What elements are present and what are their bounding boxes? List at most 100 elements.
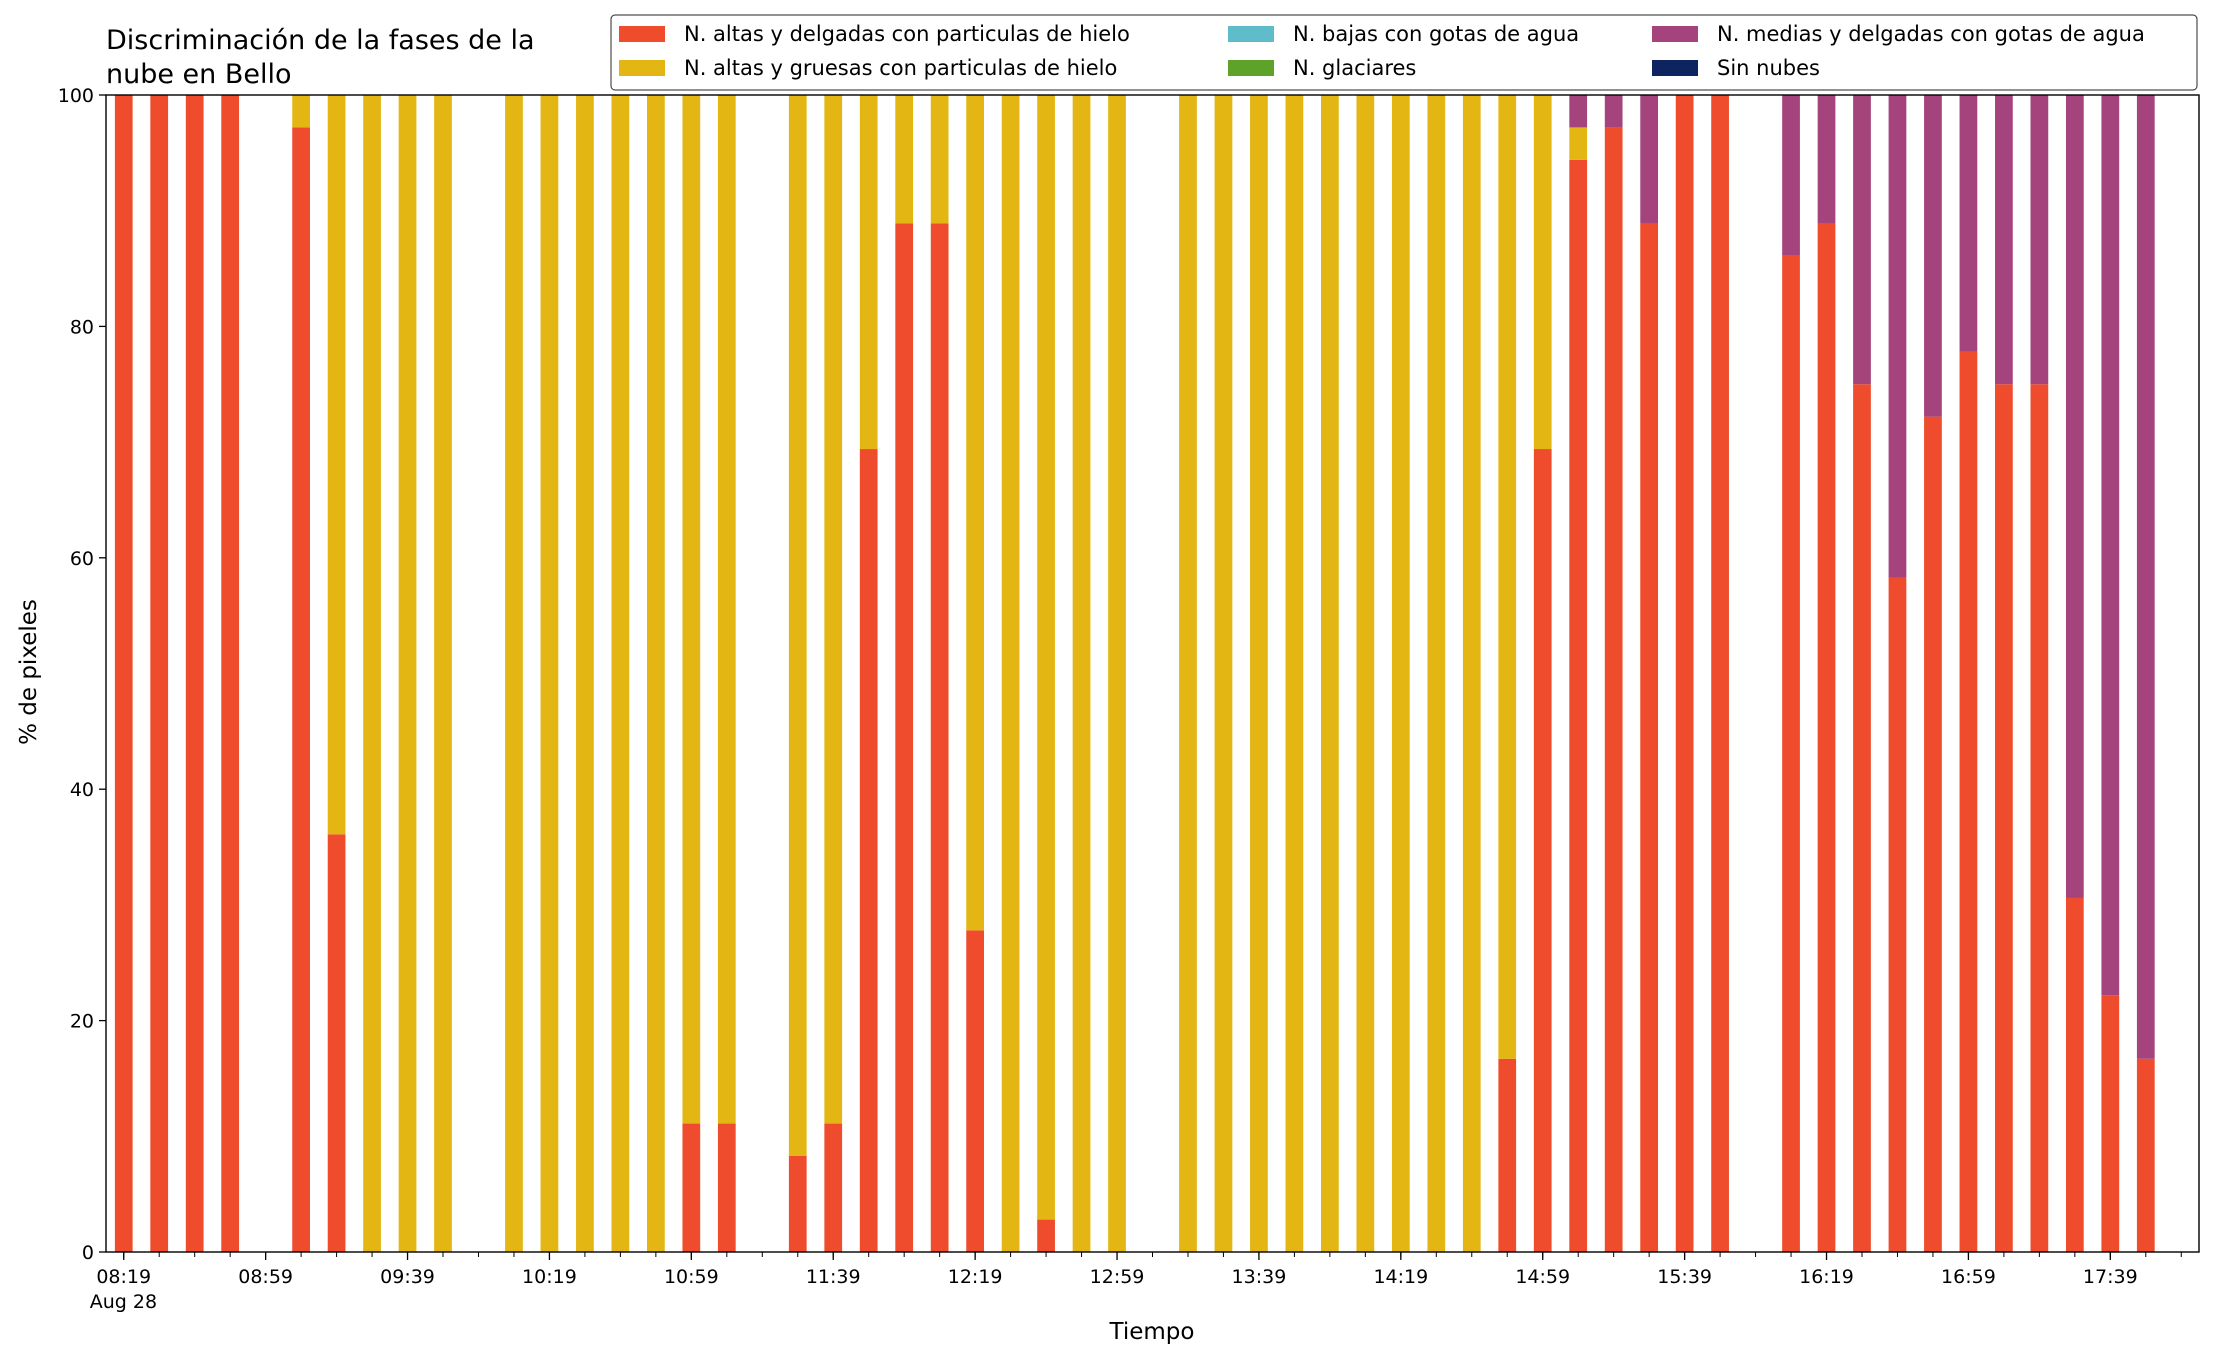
bar-segment [2030, 95, 2049, 385]
bar-segment [1214, 95, 1233, 1252]
bar-segment [150, 95, 169, 1252]
bar-segment [682, 95, 701, 1124]
bar-segment [646, 95, 665, 1252]
axes-layer: 0 20 40 60 80 100 08:19 Aug 28 08:59 09:39 10:19 10… [58, 85, 2200, 1313]
bar-segment [1817, 223, 1836, 1253]
bar-segment [1037, 95, 1055, 1220]
x-tick-label: 13:39 [1232, 1266, 1287, 1288]
bar-segment [2136, 1058, 2155, 1252]
bar-segment [966, 930, 984, 1252]
bar-segment [1321, 95, 1339, 1252]
bar-segment [1179, 95, 1197, 1252]
bar-segment [717, 95, 736, 1124]
bar-segment [1888, 577, 1907, 1252]
bar-segment [1498, 95, 1517, 1059]
bar-segment [2030, 384, 2049, 1252]
y-tick-label: 100 [58, 85, 94, 107]
bar-segment [327, 95, 346, 835]
x-tick-label: 10:19 [522, 1266, 577, 1288]
legend-swatch [1228, 60, 1274, 76]
bar-segment [1995, 95, 2013, 385]
x-tick-label: 08:59 [238, 1266, 293, 1288]
legend-label: N. glaciares [1293, 56, 1416, 80]
y-tick-label: 40 [70, 779, 94, 801]
bar-segment [434, 95, 452, 1252]
bar-segment [1604, 127, 1623, 1252]
bar-segment [1533, 449, 1552, 1252]
x-tick-label: 16:19 [1799, 1266, 1854, 1288]
bar-segment [1533, 95, 1552, 450]
legend-swatch [1652, 26, 1698, 42]
bar-segment [1250, 95, 1268, 1252]
bar-segment [1356, 95, 1375, 1252]
x-tick-label: 15:39 [1657, 1266, 1712, 1288]
bar-segment [1569, 95, 1588, 128]
bar-segment [611, 95, 630, 1252]
legend: N. altas y delgadas con particulas de hi… [610, 14, 2198, 91]
bar-segment [788, 95, 807, 1156]
x-tick-label: 08:19 [96, 1266, 151, 1288]
legend-label: N. medias y delgadas con gotas de agua [1717, 22, 2145, 46]
x-axis-label: Tiempo [1109, 1319, 1195, 1345]
bar-segment [1959, 351, 1978, 1253]
x-tick-sublabel: Aug 28 [90, 1291, 157, 1313]
x-tick-label: 10:59 [664, 1266, 719, 1288]
bar-segment [1640, 95, 1659, 224]
bar-segment [682, 1123, 701, 1252]
x-tick-label: 14:19 [1373, 1266, 1428, 1288]
bar-segment [1001, 95, 1020, 1252]
legend-label: Sin nubes [1717, 56, 1820, 80]
y-tick-label: 0 [82, 1242, 94, 1264]
bar-segment [1924, 95, 1942, 417]
bar-segment [1853, 384, 1871, 1252]
legend-swatch [1652, 60, 1698, 76]
legend-label: N. altas y delgadas con particulas de hi… [684, 22, 1130, 46]
bar-segment [292, 127, 310, 1252]
bar-segment [221, 95, 240, 1252]
bar-segment [1711, 95, 1729, 1252]
y-tick-label: 20 [70, 1011, 94, 1033]
bar-segment [1391, 95, 1410, 1252]
legend-swatch [1228, 26, 1274, 42]
y-tick-label: 80 [70, 316, 94, 338]
bars-layer [114, 95, 2155, 1253]
bar-segment [859, 95, 878, 450]
bar-segment [2065, 95, 2084, 898]
x-tick-label: 09:39 [380, 1266, 435, 1288]
bar-segment [966, 95, 984, 931]
chart-title-line-1: Discriminación de la fases de la [106, 25, 535, 56]
bar-segment [1569, 127, 1588, 160]
y-tick-label: 60 [70, 548, 94, 570]
bar-segment [114, 95, 133, 1252]
legend-label: N. altas y gruesas con particulas de hie… [684, 56, 1117, 80]
bar-segment [1285, 95, 1304, 1252]
bar-segment [788, 1155, 807, 1252]
x-tick-label: 12:59 [1090, 1266, 1145, 1288]
bar-segment [824, 95, 843, 1124]
bar-segment [505, 95, 523, 1252]
bar-segment [292, 95, 310, 128]
x-tick-label: 12:19 [948, 1266, 1003, 1288]
bar-segment [717, 1123, 736, 1252]
bar-segment [1782, 95, 1800, 256]
bar-segment [327, 834, 346, 1252]
bar-segment [2065, 897, 2084, 1252]
legend-swatch [619, 26, 665, 42]
bar-segment [540, 95, 559, 1252]
x-tick-label: 11:39 [806, 1266, 861, 1288]
bar-segment [1427, 95, 1446, 1252]
bar-segment [1817, 95, 1836, 224]
bar-segment [895, 223, 914, 1253]
bar-segment [1675, 95, 1694, 1252]
bar-segment [2101, 995, 2120, 1252]
bar-segment [859, 449, 878, 1252]
bar-segment [1498, 1058, 1517, 1252]
plot-frame [105, 94, 2200, 1253]
chart-title-line-2: nube en Bello [106, 59, 292, 90]
legend-swatch [619, 60, 665, 76]
bar-segment [1604, 95, 1623, 128]
bar-segment [398, 95, 417, 1252]
x-tick-label: 14:59 [1515, 1266, 1570, 1288]
